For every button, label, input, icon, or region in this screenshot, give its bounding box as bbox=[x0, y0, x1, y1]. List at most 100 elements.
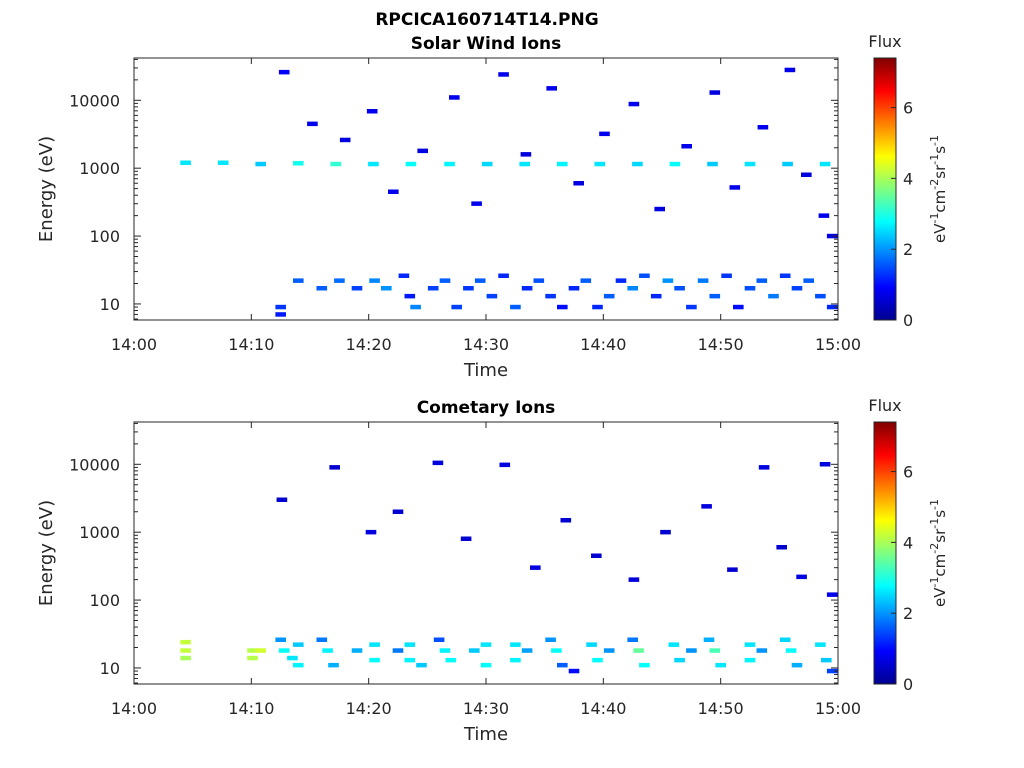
heatmap-cell bbox=[329, 465, 340, 470]
panels: 14:00 14:10 14:20 14:30 14:40 14:50 15:0010100… bbox=[36, 32, 949, 745]
heatmap-cell bbox=[519, 161, 530, 167]
heatmap-cell bbox=[510, 642, 521, 647]
heatmap-cell bbox=[591, 553, 602, 558]
colorbar-tick-label: 4 bbox=[903, 169, 913, 188]
heatmap-cell bbox=[404, 657, 416, 663]
heatmap-cell bbox=[460, 536, 472, 541]
heatmap-cell bbox=[654, 206, 665, 212]
colorbar-tick-label: 0 bbox=[903, 675, 913, 694]
colorbar-title: Flux bbox=[868, 396, 901, 415]
colorbar-tick-label: 2 bbox=[903, 604, 913, 623]
heatmap-cell bbox=[674, 286, 685, 291]
heatmap-cell bbox=[278, 69, 290, 75]
heatmap-cell bbox=[275, 637, 286, 642]
x-tick-label: 14:10 bbox=[228, 335, 274, 354]
heatmap-cell bbox=[533, 278, 545, 283]
colorbar-tick-label: 6 bbox=[903, 99, 913, 118]
colorbar-tick-label: 2 bbox=[903, 240, 913, 259]
panel-2: 14:00 14:10 14:20 14:30 14:40 14:50 15:00 10 100… bbox=[36, 396, 949, 745]
heatmap-cell bbox=[721, 273, 732, 278]
heatmap-cell bbox=[520, 152, 532, 157]
heatmap-cell bbox=[510, 657, 521, 663]
heatmap-cell bbox=[545, 293, 556, 299]
x-tick-label: 14:10 bbox=[228, 699, 274, 718]
heatmap-cell bbox=[801, 172, 812, 177]
heatmap-cell bbox=[247, 655, 258, 661]
heatmap-cell bbox=[729, 185, 741, 190]
heatmap-cell bbox=[709, 293, 721, 299]
heatmap-cell bbox=[821, 657, 832, 663]
heatmap-cell bbox=[776, 545, 787, 550]
heatmap-cell bbox=[568, 668, 580, 674]
heatmap-cell bbox=[255, 648, 266, 653]
heatmap-cell bbox=[826, 668, 838, 674]
heatmap-cell bbox=[580, 278, 592, 283]
heatmap-cell bbox=[707, 161, 718, 167]
x-tick-label: 14:40 bbox=[580, 335, 626, 354]
heatmap-cell bbox=[782, 161, 793, 167]
heatmap-cell bbox=[444, 161, 455, 167]
heatmap-cell bbox=[293, 278, 304, 283]
panel-title: Solar Wind Ions bbox=[411, 34, 562, 54]
y-tick-label: 100 bbox=[89, 591, 120, 610]
colorbar-unit-label: eV-1cm-2sr-1s-1 bbox=[928, 499, 949, 607]
heatmap-cell bbox=[392, 509, 404, 514]
heatmap-cell bbox=[603, 648, 615, 653]
heatmap-cell bbox=[639, 662, 650, 668]
heatmap-cell bbox=[669, 161, 681, 167]
colorbar-gradient bbox=[873, 57, 897, 321]
heatmap-cell bbox=[697, 278, 709, 283]
heatmap-cell bbox=[744, 657, 756, 663]
heatmap-cells bbox=[180, 460, 838, 674]
heatmap-cell bbox=[432, 460, 444, 466]
heatmap-cell bbox=[674, 657, 685, 663]
heatmap-cell bbox=[586, 642, 597, 647]
heatmap-cell bbox=[758, 465, 770, 470]
heatmap-cell bbox=[328, 662, 339, 668]
heatmap-cell bbox=[727, 567, 738, 572]
heatmap-cell bbox=[287, 655, 298, 661]
heatmap-cell bbox=[639, 273, 650, 278]
heatmap-cell bbox=[480, 642, 492, 647]
heatmap-cell bbox=[628, 101, 640, 107]
x-tick-label: 14:30 bbox=[463, 699, 509, 718]
heatmap-cells bbox=[180, 67, 838, 317]
heatmap-cell bbox=[521, 648, 533, 653]
heatmap-cell bbox=[275, 312, 286, 317]
heatmap-cell bbox=[633, 648, 644, 653]
heatmap-cell bbox=[573, 181, 584, 186]
heatmap-cell bbox=[768, 293, 779, 299]
heatmap-cell bbox=[627, 637, 638, 642]
heatmap-cell bbox=[815, 293, 826, 299]
heatmap-cell bbox=[427, 286, 439, 291]
heatmap-cell bbox=[392, 648, 404, 653]
heatmap-cell bbox=[365, 529, 377, 535]
heatmap-cell bbox=[599, 131, 610, 137]
heatmap-cell bbox=[709, 90, 721, 95]
colorbar: 0 2 4 6 Flux eV-1cm-2sr-1s-1 bbox=[868, 396, 949, 694]
heatmap-cell bbox=[499, 462, 511, 468]
heatmap-cell bbox=[498, 72, 509, 77]
heatmap-cell bbox=[471, 201, 482, 206]
x-tick-label: 14:50 bbox=[698, 699, 744, 718]
y-tick-label: 10000 bbox=[69, 455, 120, 474]
heatmap-cell bbox=[293, 161, 304, 166]
heatmap-cell bbox=[439, 278, 451, 283]
heatmap-cell bbox=[410, 304, 421, 310]
heatmap-cell bbox=[351, 286, 363, 291]
heatmap-cell bbox=[510, 304, 521, 310]
heatmap-cell bbox=[275, 304, 286, 310]
heatmap-cell bbox=[276, 497, 288, 502]
x-tick-label: 14:30 bbox=[463, 335, 509, 354]
x-tick-label: 14:20 bbox=[346, 699, 392, 718]
heatmap-cell bbox=[398, 273, 410, 278]
heatmap-cell bbox=[498, 273, 509, 278]
heatmap-cell bbox=[369, 278, 380, 283]
heatmap-cell bbox=[662, 278, 674, 283]
heatmap-cell bbox=[784, 67, 796, 73]
heatmap-cell bbox=[545, 637, 556, 642]
colorbar-tick-label: 0 bbox=[903, 311, 913, 330]
y-tick-label: 10 bbox=[100, 295, 120, 314]
colorbar-unit-label: eV-1cm-2sr-1s-1 bbox=[928, 135, 949, 243]
colorbar: 0 2 4 6 Flux eV-1cm-2sr-1s-1 bbox=[868, 32, 949, 330]
